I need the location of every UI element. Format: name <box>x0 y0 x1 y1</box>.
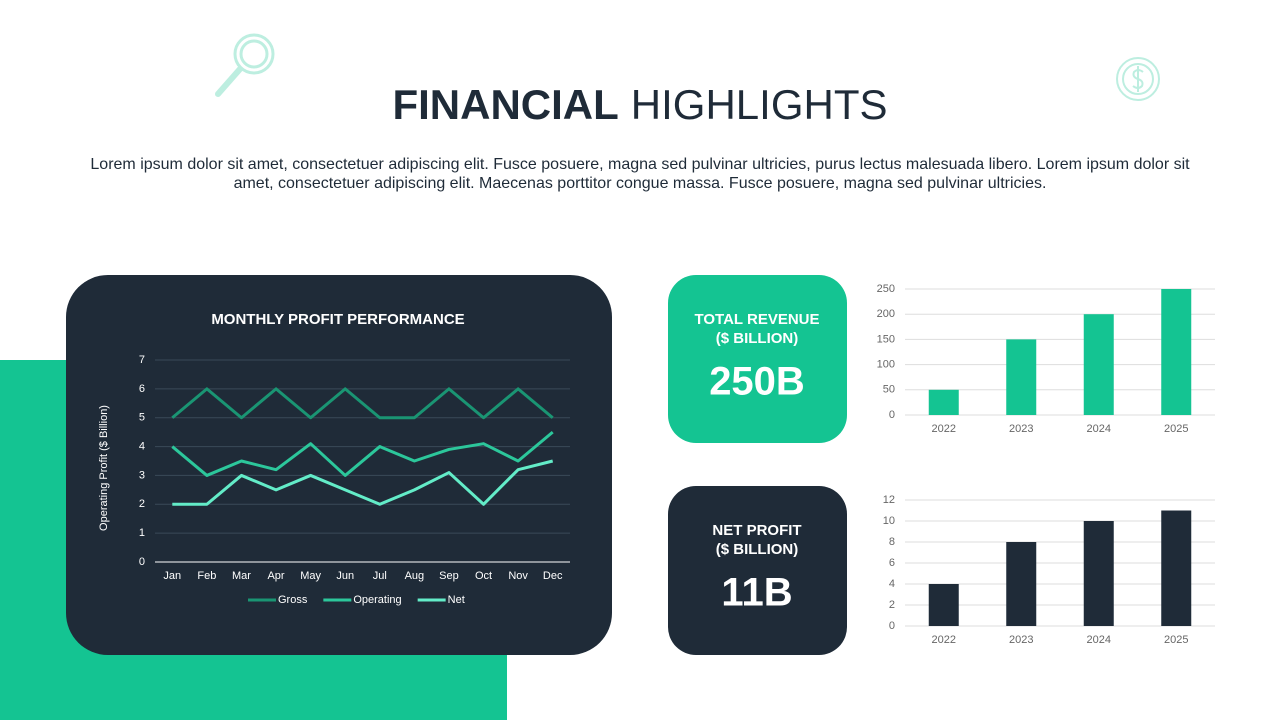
x-tick-label: May <box>300 570 321 582</box>
kpi-card <box>668 486 847 655</box>
x-tick-label: Dec <box>543 570 563 582</box>
page-title: FINANCIAL HIGHLIGHTS <box>392 81 887 128</box>
dollar-icon <box>1116 57 1160 101</box>
x-tick-label: 2024 <box>1087 634 1111 646</box>
y-tick-label: 0 <box>139 556 145 568</box>
y-tick-label: 250 <box>877 283 895 295</box>
x-tick-label: 2024 <box>1087 423 1111 435</box>
y-tick-label: 0 <box>889 620 895 632</box>
x-tick-label: Oct <box>475 570 492 582</box>
kpi-card <box>668 275 847 443</box>
x-tick-label: Mar <box>232 570 251 582</box>
bar <box>1006 339 1037 415</box>
kpi-label: TOTAL REVENUE <box>694 311 819 328</box>
kpi-label: ($ BILLION) <box>716 330 799 347</box>
y-tick-label: 50 <box>883 384 895 396</box>
x-tick-label: 2022 <box>932 634 956 646</box>
title-light: HIGHLIGHTS <box>631 81 888 128</box>
bar <box>1083 521 1114 626</box>
y-tick-label: 1 <box>139 527 145 539</box>
y-tick-label: 8 <box>889 536 895 548</box>
line-series <box>172 459 554 506</box>
y-tick-label: 5 <box>139 412 145 424</box>
y-tick-label: 100 <box>877 359 895 371</box>
y-tick-label: 4 <box>889 578 895 590</box>
kpi-label: ($ BILLION) <box>716 541 799 558</box>
legend-label: Operating <box>353 594 401 606</box>
bar <box>1161 510 1192 626</box>
x-tick-label: Nov <box>508 570 528 582</box>
x-tick-label: Jun <box>336 570 354 582</box>
y-tick-label: 4 <box>139 440 145 452</box>
y-tick-label: 200 <box>877 308 895 320</box>
x-tick-label: 2023 <box>1009 423 1033 435</box>
x-tick-label: Jan <box>163 570 181 582</box>
bar <box>1006 542 1037 626</box>
kpi-label: NET PROFIT <box>712 522 801 539</box>
y-tick-label: 6 <box>139 383 145 395</box>
chart-title: MONTHLY PROFIT PERFORMANCE <box>211 311 464 328</box>
y-tick-label: 2 <box>889 599 895 611</box>
kpi-value: 11B <box>721 571 792 615</box>
chart-panel <box>66 275 612 655</box>
y-tick-label: 3 <box>139 469 145 481</box>
x-tick-label: Aug <box>405 570 425 582</box>
y-tick-label: 0 <box>889 409 895 421</box>
y-tick-label: 7 <box>139 354 145 366</box>
title-bold: FINANCIAL <box>392 81 618 128</box>
search-icon <box>215 33 275 97</box>
x-tick-label: Jul <box>373 570 387 582</box>
intro-text: Lorem ipsum dolor sit amet, consectetuer… <box>90 156 1190 192</box>
x-tick-label: 2025 <box>1164 423 1188 435</box>
x-tick-label: Apr <box>267 570 284 582</box>
bar <box>928 389 959 415</box>
legend-label: Net <box>448 594 465 606</box>
legend-label: Gross <box>278 594 308 606</box>
bar <box>1083 314 1114 415</box>
bar <box>1161 289 1192 415</box>
y-tick-label: 2 <box>139 498 145 510</box>
x-tick-label: 2025 <box>1164 634 1188 646</box>
line-series <box>171 387 554 420</box>
y-axis-label: Operating Profit ($ Billion) <box>98 405 110 531</box>
y-tick-label: 10 <box>883 515 895 527</box>
bar <box>928 584 959 626</box>
kpi-value: 250B <box>709 360 805 404</box>
y-tick-label: 12 <box>883 494 895 506</box>
x-tick-label: 2023 <box>1009 634 1033 646</box>
x-tick-label: Feb <box>197 570 216 582</box>
y-tick-label: 6 <box>889 557 895 569</box>
x-tick-label: Sep <box>439 570 459 582</box>
y-tick-label: 150 <box>877 333 895 345</box>
line-series <box>171 430 554 477</box>
x-tick-label: 2022 <box>932 423 956 435</box>
